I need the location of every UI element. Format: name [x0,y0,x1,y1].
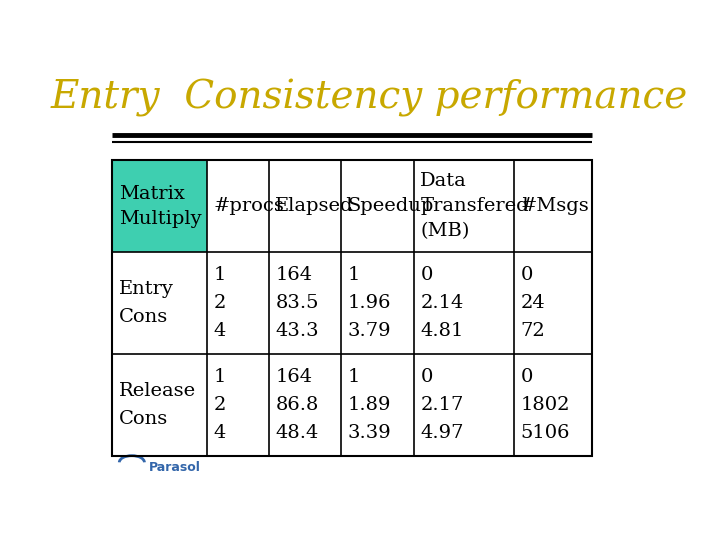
Text: 1
2
4: 1 2 4 [214,266,226,340]
Bar [112,160,207,252]
Text: 0
24
72: 0 24 72 [521,266,546,340]
Text: 1
2
4: 1 2 4 [214,368,226,442]
Text: Data
Transfered
(MB): Data Transfered (MB) [420,172,529,240]
Text: Release
Cons: Release Cons [119,382,196,428]
Text: Entry  Consistency performance: Entry Consistency performance [50,79,688,117]
Text: #procs: #procs [214,197,284,215]
Text: 1
1.89
3.39: 1 1.89 3.39 [348,368,392,442]
Text: 0
2.17
4.97: 0 2.17 4.97 [420,368,464,442]
Text: 0
1802
5106: 0 1802 5106 [521,368,570,442]
Text: 0
2.14
4.81: 0 2.14 4.81 [420,266,464,340]
Text: 164
83.5
43.3: 164 83.5 43.3 [275,266,319,340]
Text: Parasol: Parasol [148,461,200,474]
Text: 1
1.96
3.79: 1 1.96 3.79 [348,266,392,340]
Text: Matrix
Multiply: Matrix Multiply [119,185,202,228]
Text: Elapsed: Elapsed [275,197,354,215]
Bar [112,160,593,456]
Text: Speedup: Speedup [348,197,434,215]
Text: #Msgs: #Msgs [521,197,590,215]
Text: 164
86.8
48.4: 164 86.8 48.4 [275,368,319,442]
Text: Entry
Cons: Entry Cons [119,280,174,326]
